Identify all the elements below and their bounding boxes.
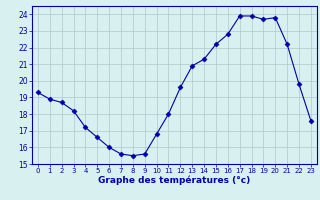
X-axis label: Graphe des températures (°c): Graphe des températures (°c) <box>98 176 251 185</box>
